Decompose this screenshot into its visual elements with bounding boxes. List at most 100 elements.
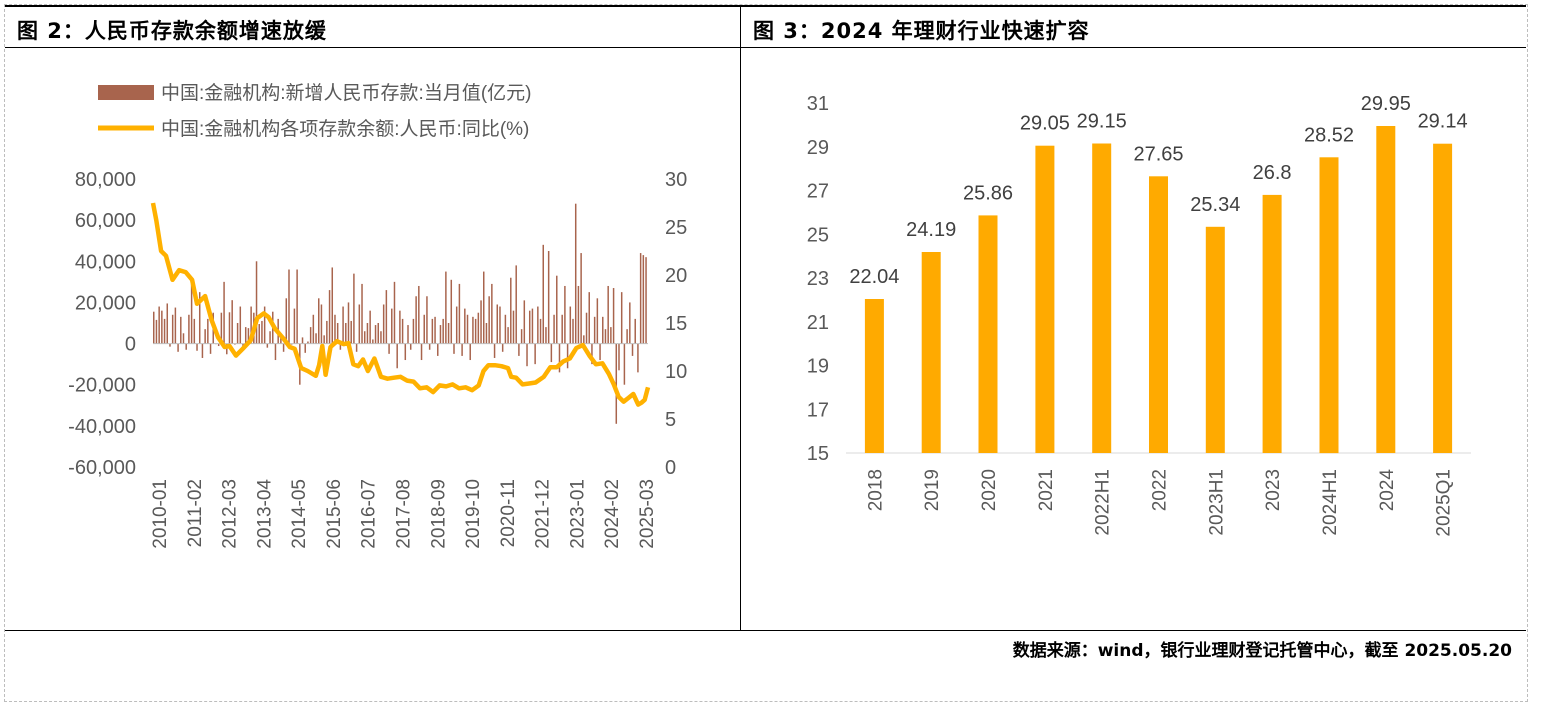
data-label: 29.05 xyxy=(1020,113,1070,135)
legend-swatch-bar xyxy=(98,85,154,100)
wealth-bar xyxy=(1433,143,1453,453)
x-tick-label: 2011-02 xyxy=(185,479,206,547)
deposit-bar xyxy=(574,203,577,344)
deposit-bar xyxy=(572,318,574,344)
deposit-bar xyxy=(504,314,507,344)
deposit-bar xyxy=(282,343,285,352)
deposit-bar xyxy=(453,343,455,354)
deposit-bar xyxy=(382,304,385,344)
deposit-bar xyxy=(428,343,431,350)
page-frame xyxy=(4,4,1528,702)
y-tick-label: 19 xyxy=(807,356,829,378)
x-tick-label: 2013-04 xyxy=(254,479,275,549)
deposit-bar xyxy=(566,343,569,369)
deposit-bar xyxy=(285,298,288,344)
x-tick-label: 2018 xyxy=(865,469,886,511)
deposit-bar xyxy=(553,314,555,344)
deposit-bar xyxy=(639,253,642,344)
legend: 中国:金融机构:新增人民币存款:当月值(亿元) 中国:金融机构各项存款余额:人民… xyxy=(98,82,532,140)
deposit-bar xyxy=(374,325,377,344)
x-tick-label: 2019 xyxy=(922,469,943,511)
x-tick-label: 2016-07 xyxy=(359,479,380,549)
deposit-bar xyxy=(445,271,447,344)
deposit-bar xyxy=(201,343,204,358)
deposit-bar xyxy=(345,323,347,344)
deposit-bar xyxy=(363,331,366,344)
deposit-bar xyxy=(266,343,269,348)
y-tick-label-right: 0 xyxy=(665,457,676,479)
deposit-bar xyxy=(328,290,331,344)
y-tick-label-left: 60,000 xyxy=(75,210,136,232)
deposit-bar xyxy=(610,327,612,344)
deposit-bar xyxy=(499,306,501,344)
deposit-bar xyxy=(545,327,547,344)
deposit-bar xyxy=(634,318,636,344)
x-tick-label: 2023H1 xyxy=(1206,469,1227,536)
wealth-bar xyxy=(1376,126,1396,453)
deposit-bar xyxy=(599,343,601,361)
deposit-bar xyxy=(542,244,544,344)
deposit-bar xyxy=(526,343,528,367)
deposit-bar xyxy=(377,323,379,344)
y-tick-label: 27 xyxy=(807,181,829,203)
y-tick-label-left: -60,000 xyxy=(68,457,136,479)
x-tick-label: 2024H1 xyxy=(1320,469,1341,536)
deposit-bar xyxy=(209,343,212,354)
deposit-bar xyxy=(455,306,458,344)
y-tick-label-right: 15 xyxy=(665,313,687,335)
deposit-bar xyxy=(307,341,309,344)
x-axis-labels: 2018 2019 2020 2021 2022H1 2022 2023H1 2023 2024… xyxy=(865,469,1454,537)
deposit-bar xyxy=(334,314,336,344)
deposit-bar xyxy=(331,267,334,344)
y-tick-label-right: 10 xyxy=(665,361,687,383)
monthly-deposit-bars xyxy=(153,203,647,424)
deposit-bar xyxy=(439,325,442,344)
deposit-bar xyxy=(477,312,480,344)
deposit-bar xyxy=(591,343,593,365)
deposit-bar xyxy=(447,323,450,344)
deposit-bar xyxy=(401,318,404,344)
y-tick-label-left: 40,000 xyxy=(75,251,136,273)
deposit-bar xyxy=(404,343,407,361)
deposit-bar xyxy=(493,343,496,358)
deposit-bar xyxy=(269,331,271,344)
deposit-growth-line xyxy=(150,202,651,407)
chart-title: 图 2：人民币存款余额增速放缓 xyxy=(17,19,327,43)
wealth-bar xyxy=(1262,194,1282,453)
deposit-bar xyxy=(585,312,588,344)
data-label: 27.65 xyxy=(1133,143,1183,165)
deposit-bar xyxy=(412,318,415,344)
deposit-bar xyxy=(593,316,596,344)
y-tick-label-left: -20,000 xyxy=(68,375,136,397)
x-tick-label: 2015-06 xyxy=(324,479,345,549)
deposit-bar xyxy=(177,343,179,352)
deposit-bar xyxy=(171,314,174,344)
deposit-bar xyxy=(528,310,531,344)
deposit-bar xyxy=(288,269,290,344)
deposit-bar xyxy=(296,269,298,344)
data-label: 28.52 xyxy=(1304,124,1354,146)
deposit-bar xyxy=(418,285,420,344)
deposit-bar xyxy=(472,316,474,344)
wealth-bar xyxy=(1092,143,1112,453)
y-tick-label-right: 30 xyxy=(665,169,687,191)
deposit-bar xyxy=(223,281,225,344)
y-tick-label: 15 xyxy=(807,443,829,465)
x-tick-label: 2022H1 xyxy=(1093,469,1114,536)
chart-title: 图 3：2024 年理财行业快速扩容 xyxy=(753,19,1090,43)
deposit-bar xyxy=(450,279,453,344)
data-label: 29.14 xyxy=(1418,111,1468,133)
deposit-bar xyxy=(353,273,355,344)
deposit-bar xyxy=(534,343,536,365)
y-tick-label: 25 xyxy=(807,224,829,246)
deposit-bar xyxy=(247,328,250,344)
deposit-bar xyxy=(458,283,461,344)
deposit-bar xyxy=(250,306,252,344)
y-tick-label-left: -40,000 xyxy=(68,416,136,438)
deposit-bar xyxy=(547,251,550,344)
deposit-bar xyxy=(188,314,190,344)
deposit-bar xyxy=(569,306,572,344)
deposit-bar xyxy=(391,308,393,344)
deposit-bar xyxy=(409,343,412,350)
deposit-bar xyxy=(372,339,374,344)
